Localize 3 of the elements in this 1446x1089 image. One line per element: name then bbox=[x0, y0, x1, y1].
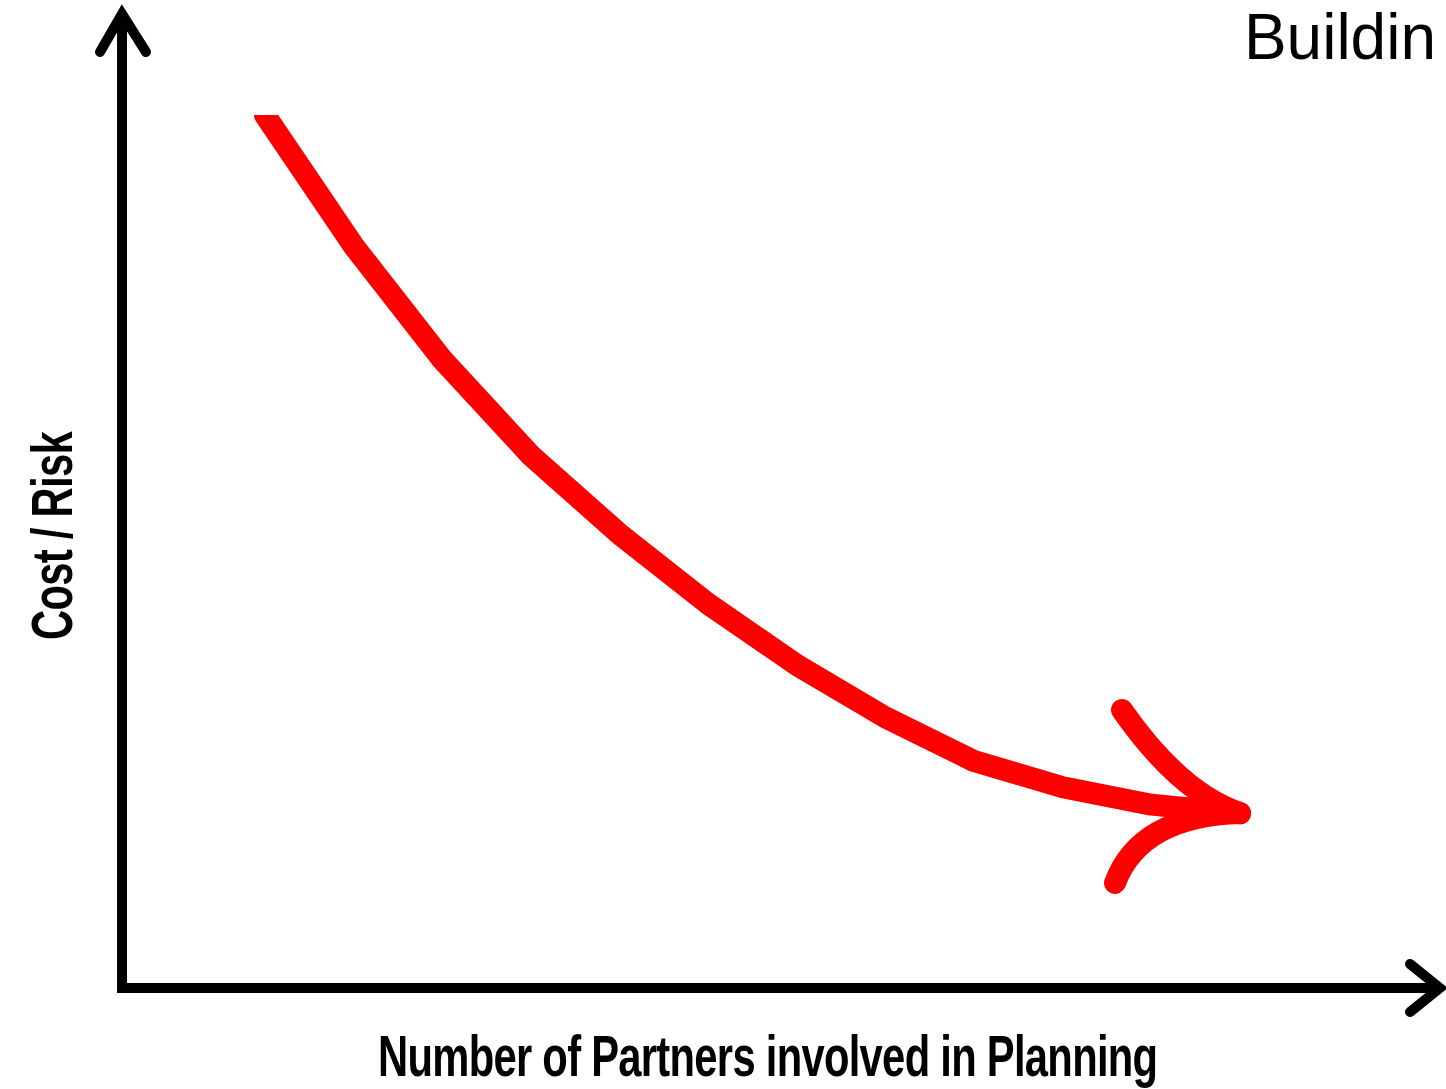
chart-title: Buildin bbox=[1243, 0, 1436, 74]
y-axis-title: Cost / Risk bbox=[18, 432, 85, 640]
x-axis-title: Number of Partners involved in Planning bbox=[378, 1022, 1158, 1089]
